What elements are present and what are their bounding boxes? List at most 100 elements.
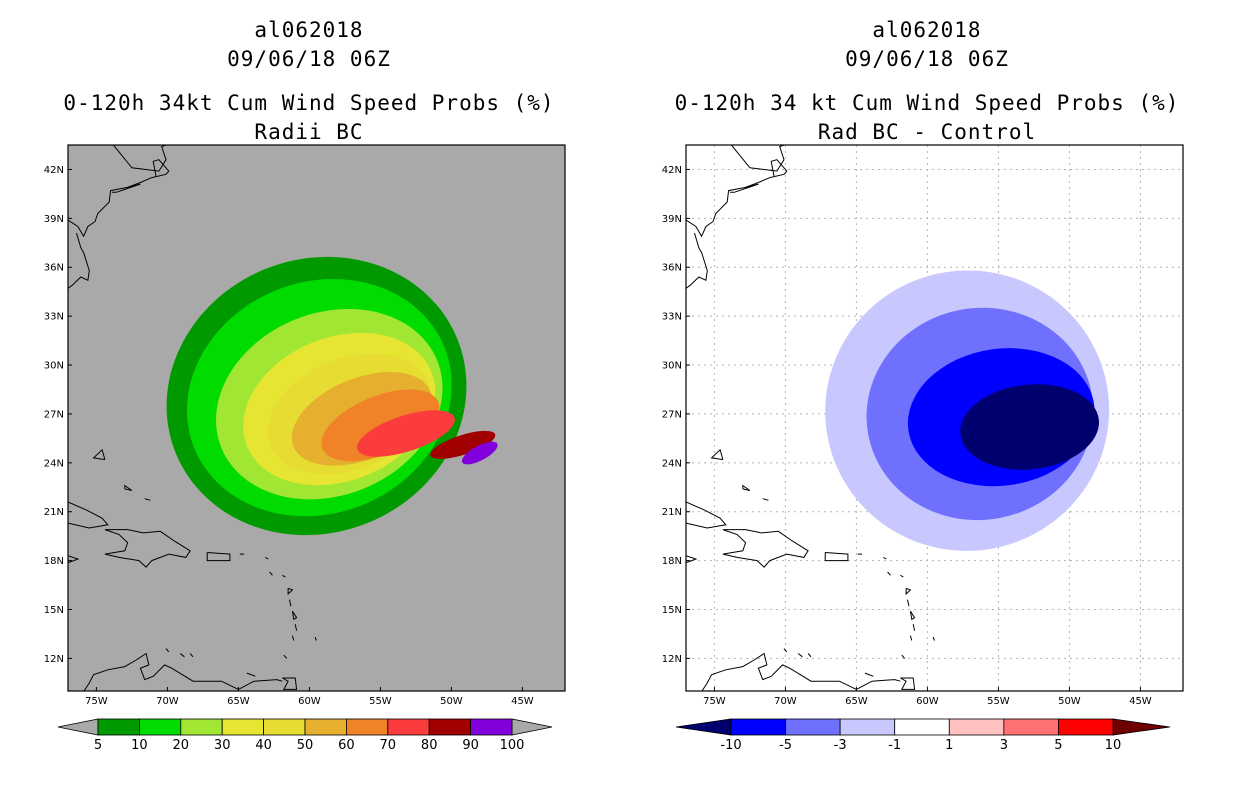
colorbar-label: 60 <box>338 738 355 753</box>
plot-contents <box>686 145 1183 691</box>
x-tick-label: 50W <box>440 696 463 707</box>
x-tick-label: 75W <box>85 696 108 707</box>
y-tick-label: 12N <box>44 654 64 665</box>
colorbar-right-arrow <box>1112 718 1171 736</box>
y-tick-label: 15N <box>44 605 64 616</box>
coastline <box>887 571 891 576</box>
y-tick-label: 18N <box>44 556 64 567</box>
coastline <box>909 635 913 641</box>
coastline <box>912 624 916 631</box>
coastline <box>686 555 698 563</box>
y-tick-label: 15N <box>662 605 682 616</box>
coastline <box>179 653 185 658</box>
coastline <box>783 648 788 653</box>
coastline <box>269 571 273 576</box>
coastline <box>824 552 849 562</box>
colorbar: -10 -5 -3 -1 1 3 5 10 <box>675 718 1171 753</box>
coastline <box>68 501 109 529</box>
coastline <box>291 635 295 641</box>
coastline <box>265 556 269 560</box>
colorbar-swatch <box>345 718 389 736</box>
coastline <box>314 637 317 641</box>
left-title-storm-id: al062018 <box>254 18 364 42</box>
x-tick-label: 70W <box>156 696 179 707</box>
left-title-product: 0-120h 34kt Cum Wind Speed Probs (%) <box>63 91 555 115</box>
colorbar-swatch <box>180 718 223 736</box>
y-tick-label: 39N <box>44 214 64 225</box>
colorbar-label: -10 <box>720 738 741 753</box>
plot-contents <box>68 145 498 691</box>
y-tick-label: 24N <box>44 458 64 469</box>
x-tick-label: 50W <box>1058 696 1081 707</box>
colorbar-label: -3 <box>834 738 847 753</box>
coastline <box>730 183 759 193</box>
coastline <box>68 555 80 563</box>
y-tick-label: 30N <box>44 361 64 372</box>
coastline <box>883 556 887 560</box>
contour--10 <box>960 384 1099 470</box>
colorbar-label: 10 <box>1105 738 1122 753</box>
colorbar-swatch <box>221 718 264 736</box>
colorbar: 5 10 20 30 40 50 60 70 80 90 100 <box>57 718 553 753</box>
x-tick-label: 60W <box>916 696 939 707</box>
coastline <box>909 610 916 621</box>
y-tick-label: 36N <box>662 263 682 274</box>
plot-frame <box>67 144 566 692</box>
coastline <box>144 498 151 501</box>
colorbar-label: 5 <box>94 738 102 753</box>
colorbar-swatch <box>894 718 950 736</box>
right-panel: al062018 09/06/18 06Z 0-120h 34 kt Cum W… <box>618 0 1236 800</box>
coastline <box>283 654 288 659</box>
coastline <box>294 624 298 631</box>
coastline <box>686 232 708 289</box>
coastline <box>291 610 298 621</box>
coastline <box>686 501 727 529</box>
colorbar-left-arrow <box>57 718 99 736</box>
coastline <box>68 145 168 172</box>
coastline <box>686 159 788 238</box>
y-tick-label: 21N <box>44 507 64 518</box>
colorbar-label: 1 <box>945 738 953 753</box>
colorbar-swatch <box>948 718 1005 736</box>
plot-frame <box>685 144 1184 692</box>
right-title-datetime: 09/06/18 06Z <box>845 47 1009 71</box>
colorbar-swatch <box>785 718 841 736</box>
y-tick-label: 33N <box>44 312 64 323</box>
colorbar-swatch <box>839 718 896 736</box>
x-tick-label: 65W <box>845 696 868 707</box>
colorbar-label: 40 <box>255 738 272 753</box>
y-tick-label: 42N <box>662 165 682 176</box>
colorbar-label: 90 <box>462 738 479 753</box>
coastline <box>165 648 170 653</box>
coastline <box>189 653 194 658</box>
coastline <box>282 677 298 690</box>
left-title-variant: Radii BC <box>254 120 364 144</box>
coastline <box>710 448 724 461</box>
colorbar-label: 80 <box>421 738 438 753</box>
coastline <box>289 599 292 607</box>
contour-70 <box>357 410 455 457</box>
colorbar-swatch <box>387 718 430 736</box>
coastline <box>742 484 751 491</box>
x-tick-label: 70W <box>774 696 797 707</box>
y-tick-label: 27N <box>44 409 64 420</box>
y-tick-label: 12N <box>662 654 682 665</box>
colorbar-label: 20 <box>173 738 190 753</box>
y-tick-label: 39N <box>662 214 682 225</box>
coastline <box>900 677 916 690</box>
coastline <box>901 654 906 659</box>
y-tick-label: 42N <box>44 165 64 176</box>
colorbar-right-arrow <box>511 718 553 736</box>
colorbar-label: 3 <box>1000 738 1008 753</box>
coastline <box>68 232 90 289</box>
colorbar-swatch <box>730 718 786 736</box>
colorbar-swatch <box>1003 718 1059 736</box>
colorbar-label: 5 <box>1054 738 1062 753</box>
colorbar-label: 30 <box>214 738 231 753</box>
coastline <box>686 145 786 172</box>
x-tick-label: 60W <box>298 696 321 707</box>
coastline <box>722 529 809 568</box>
coastline <box>112 183 141 193</box>
coastline <box>762 498 769 501</box>
y-tick-label: 33N <box>662 312 682 323</box>
